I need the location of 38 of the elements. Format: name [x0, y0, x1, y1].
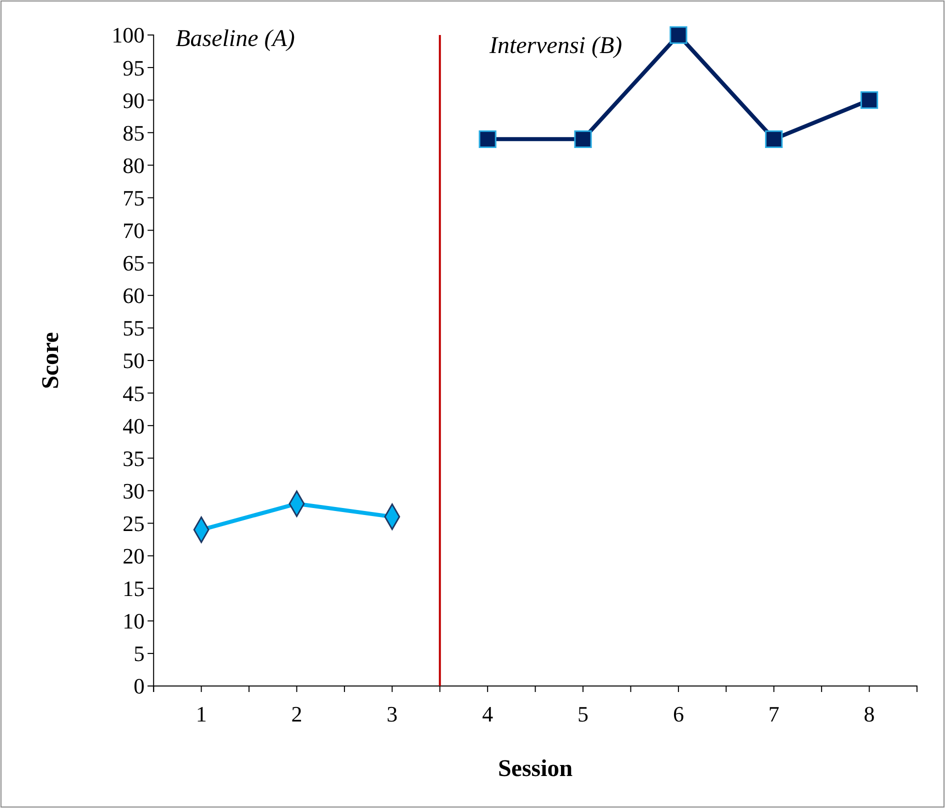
point: [765, 130, 783, 148]
y-tick-label: 40: [122, 413, 145, 438]
y-tick-label: 30: [122, 478, 145, 504]
point: [860, 91, 878, 109]
y-axis-title: Score: [38, 332, 64, 389]
x-tick-label: 3: [386, 702, 398, 727]
point: [670, 26, 688, 44]
x-tick-label: 4: [482, 702, 494, 727]
y-tick-label: 90: [122, 88, 145, 113]
y-tick-label: 75: [122, 185, 145, 210]
y-tick-label: 10: [122, 608, 145, 634]
annotation: Intervensi (B): [488, 33, 622, 59]
x-tick-label: 8: [864, 702, 875, 727]
y-tick-label: 50: [122, 348, 145, 374]
x-tick-label: 7: [768, 702, 780, 727]
y-tick-label: 0: [134, 674, 145, 699]
y-tick-label: 60: [122, 283, 145, 308]
x-tick-label: 1: [196, 702, 207, 727]
y-tick-label: 20: [122, 544, 145, 568]
y-tick-label: 45: [122, 380, 145, 406]
y-tick-label: 15: [122, 576, 145, 602]
y-tick-label: 70: [122, 218, 145, 243]
y-tick-label: 35: [122, 446, 145, 471]
y-tick-label: 5: [134, 641, 145, 666]
point: [574, 130, 592, 148]
x-tick-label: 6: [672, 702, 684, 727]
y-tick-label: 100: [112, 22, 145, 48]
y-tick-label: 95: [122, 55, 145, 80]
y-tick-label: 65: [122, 250, 145, 276]
y-tick-label: 25: [122, 510, 145, 536]
x-tick-label: 2: [291, 702, 302, 727]
annotation: Baseline (A): [176, 26, 295, 52]
y-tick-label: 80: [122, 152, 145, 178]
y-tick-label: 85: [122, 120, 145, 146]
x-axis-title: Session: [498, 756, 573, 782]
y-tick-label: 55: [122, 316, 145, 341]
point: [478, 130, 496, 148]
x-tick-label: 5: [578, 702, 589, 727]
